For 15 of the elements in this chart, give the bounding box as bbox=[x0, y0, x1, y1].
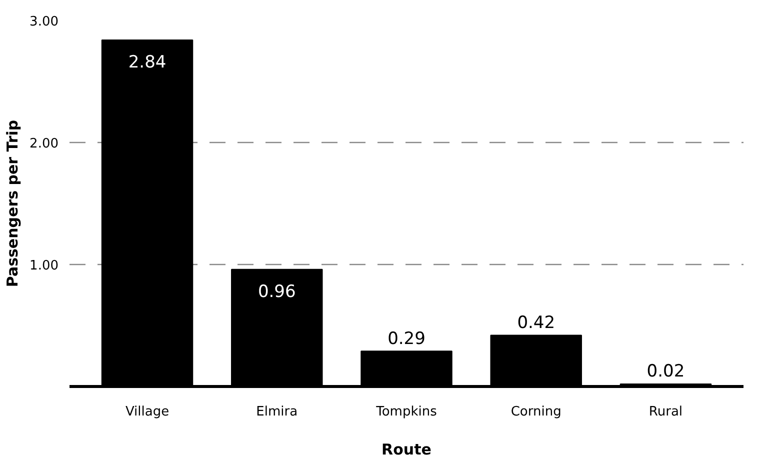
x-axis-title: Route bbox=[382, 440, 432, 458]
y-tick-label: 1.00 bbox=[30, 258, 59, 274]
x-tick-label: Elmira bbox=[256, 404, 298, 420]
x-tick-label: Rural bbox=[648, 404, 683, 420]
x-tick-label: Village bbox=[125, 404, 170, 420]
data-label: 2.84 bbox=[128, 52, 166, 73]
y-axis-title: Passengers per Trip bbox=[4, 120, 22, 288]
x-tick-label: Tompkins bbox=[375, 404, 438, 420]
data-label: 0.96 bbox=[258, 282, 296, 302]
y-tick-label: 3.00 bbox=[30, 14, 59, 30]
data-label: 0.02 bbox=[646, 362, 685, 382]
data-label: 0.42 bbox=[517, 312, 556, 333]
x-tick-label: Corning bbox=[510, 404, 562, 420]
data-label: 0.29 bbox=[388, 328, 426, 349]
y-tick-label: 2.00 bbox=[30, 136, 59, 152]
